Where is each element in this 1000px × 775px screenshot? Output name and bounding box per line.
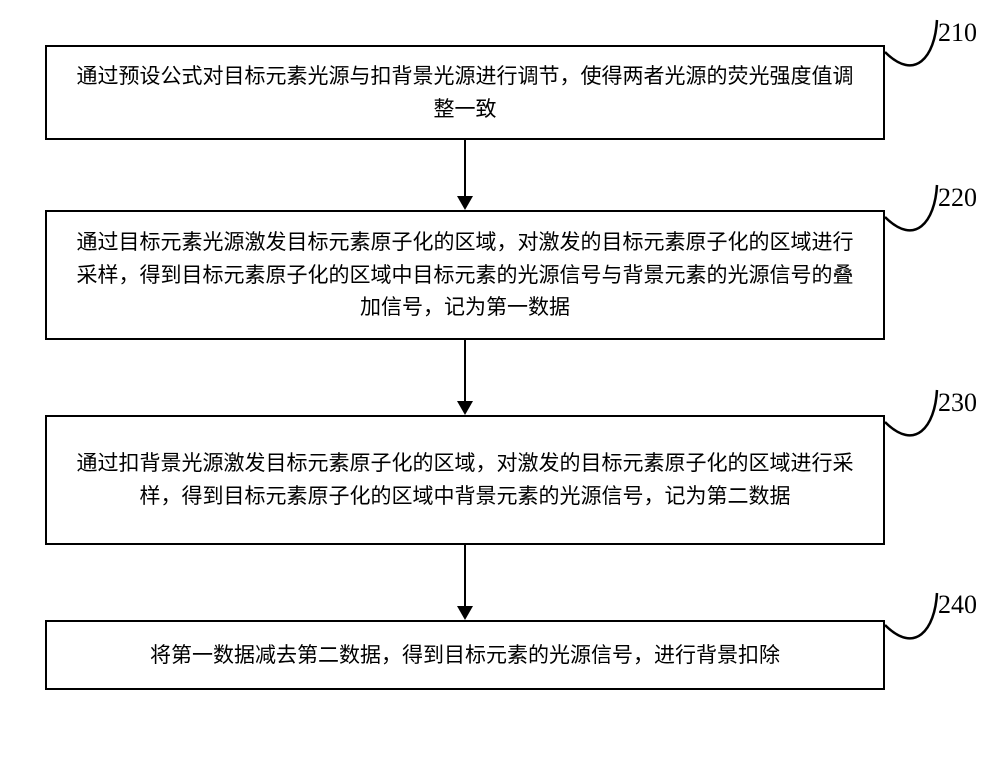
step-text: 通过预设公式对目标元素光源与扣背景光源进行调节，使得两者光源的荧光强度值调整一致 (67, 60, 863, 125)
step-label-230: 230 (938, 388, 977, 418)
step-text: 通过目标元素光源激发目标元素原子化的区域，对激发的目标元素原子化的区域进行采样，… (67, 226, 863, 324)
arrow-line (464, 545, 466, 606)
step-box-230: 通过扣背景光源激发目标元素原子化的区域，对激发的目标元素原子化的区域进行采样，得… (45, 415, 885, 545)
arrow-line (464, 140, 466, 196)
connector-curve-230 (885, 382, 945, 452)
step-box-210: 通过预设公式对目标元素光源与扣背景光源进行调节，使得两者光源的荧光强度值调整一致 (45, 45, 885, 140)
flowchart-canvas: 通过预设公式对目标元素光源与扣背景光源进行调节，使得两者光源的荧光强度值调整一致… (0, 0, 1000, 775)
step-label-210: 210 (938, 18, 977, 48)
step-label-240: 240 (938, 590, 977, 620)
step-box-220: 通过目标元素光源激发目标元素原子化的区域，对激发的目标元素原子化的区域进行采样，… (45, 210, 885, 340)
arrow-head (457, 196, 473, 210)
step-label-text: 210 (938, 18, 977, 47)
arrow-head (457, 606, 473, 620)
step-text: 通过扣背景光源激发目标元素原子化的区域，对激发的目标元素原子化的区域进行采样，得… (67, 447, 863, 512)
step-label-text: 220 (938, 183, 977, 212)
step-text: 将第一数据减去第二数据，得到目标元素的光源信号，进行背景扣除 (150, 639, 780, 672)
connector-curve-240 (885, 585, 945, 655)
connector-curve-220 (885, 177, 945, 247)
arrow-line (464, 340, 466, 401)
step-label-220: 220 (938, 183, 977, 213)
step-label-text: 230 (938, 388, 977, 417)
arrow-head (457, 401, 473, 415)
step-label-text: 240 (938, 590, 977, 619)
step-box-240: 将第一数据减去第二数据，得到目标元素的光源信号，进行背景扣除 (45, 620, 885, 690)
connector-curve-210 (885, 12, 945, 82)
